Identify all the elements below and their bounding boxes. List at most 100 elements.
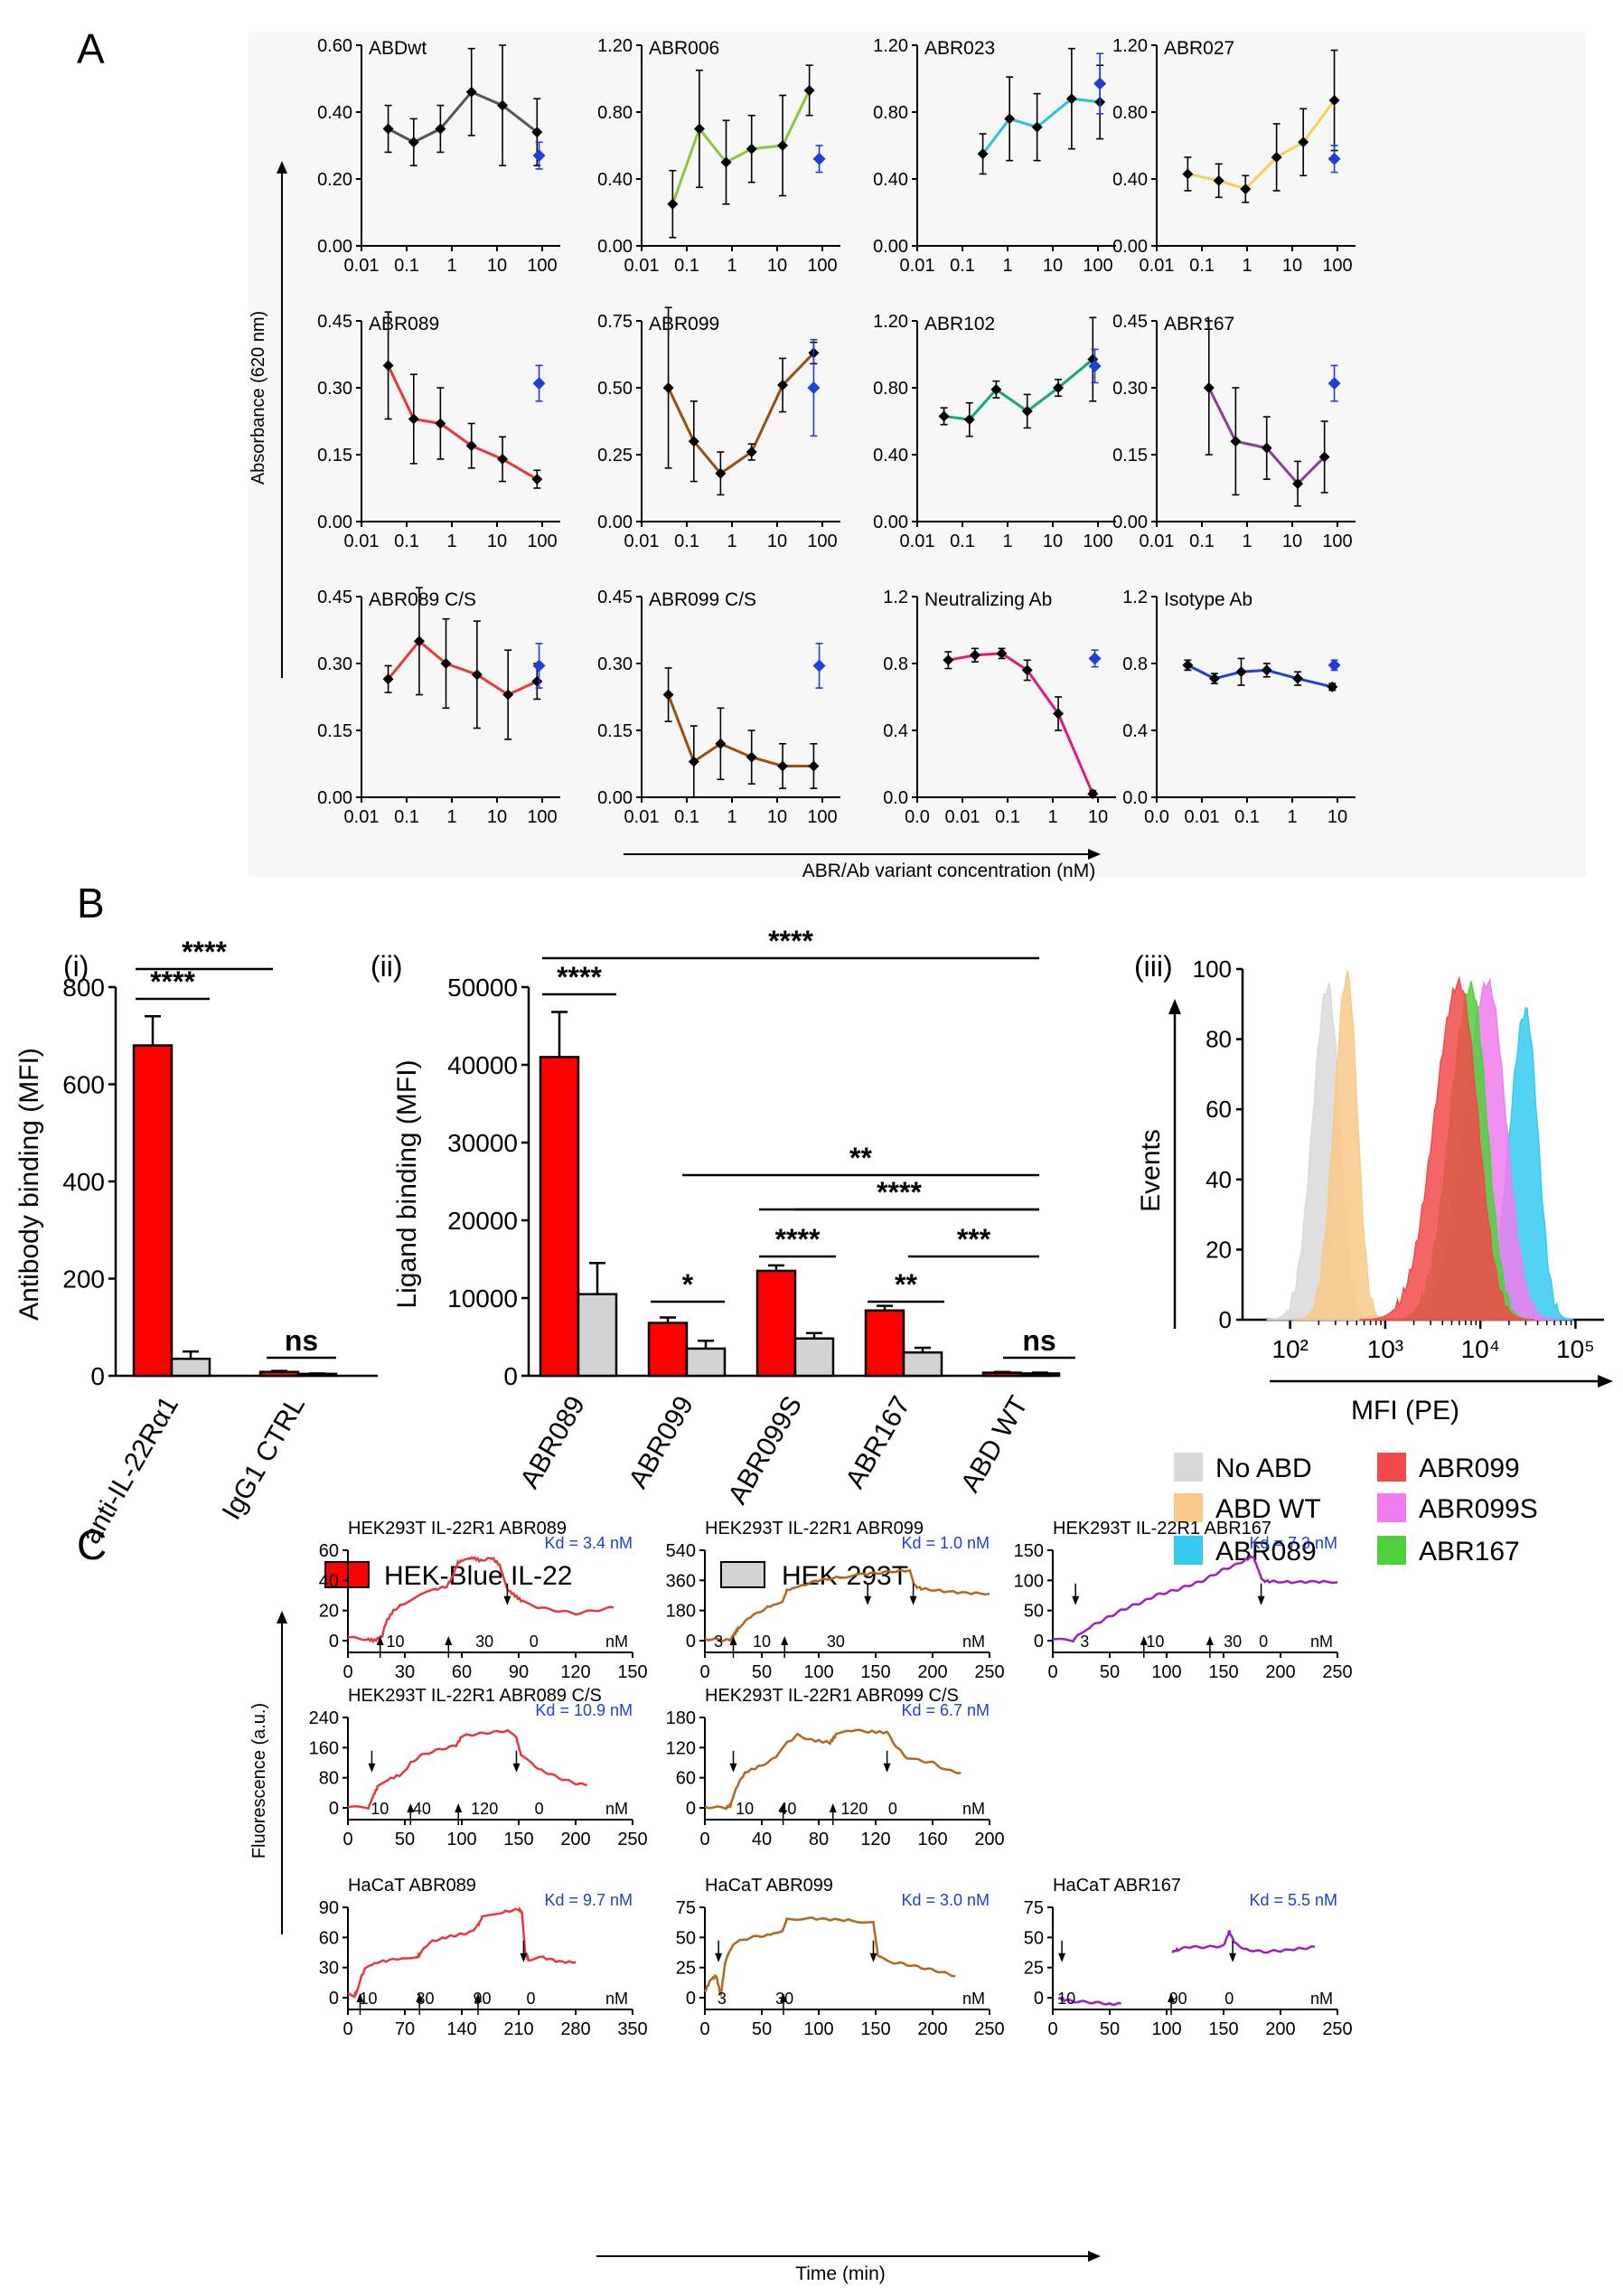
data-point	[808, 760, 820, 772]
category-label: ABR167	[840, 1391, 916, 1493]
arrow-head	[1140, 1636, 1148, 1645]
y-tick-label: 0	[329, 1632, 339, 1651]
concentration-label: 10	[753, 1633, 771, 1651]
x-tick-label: 0.1	[674, 256, 699, 276]
x-tick-label: 350	[617, 2019, 647, 2039]
y-tick-label: 0.8	[1122, 654, 1148, 674]
x-tick-label: 50	[395, 1830, 415, 1849]
legend-label: ABR167	[1419, 1537, 1520, 1567]
x-tick-label: 250	[617, 1830, 647, 1849]
data-point	[435, 418, 446, 429]
x-tick-label: 0.1	[1189, 532, 1215, 551]
x-tick-label: 10	[767, 807, 787, 827]
bar	[577, 1293, 618, 1378]
x-tick-label: 0.1	[394, 532, 419, 551]
data-point	[715, 467, 727, 479]
bar	[981, 1371, 1023, 1378]
significance-label: *	[682, 1268, 694, 1301]
x-tick-label: 250	[974, 2019, 1004, 2039]
y-tick-label: 600	[62, 1071, 105, 1099]
b-iii-xlabel: MFI (PE)	[1351, 1396, 1459, 1426]
data-point	[408, 413, 419, 425]
x-tick-label: 1	[727, 256, 736, 276]
chart-title: HaCaT ABR089	[348, 1876, 476, 1896]
data-point	[382, 673, 394, 685]
significance-label: ***	[957, 1223, 991, 1256]
trace-line	[704, 1568, 990, 1642]
legend-label: ABR099	[1419, 1454, 1520, 1483]
concentration-label: 0	[530, 1633, 539, 1651]
chart-title: Neutralizing Ab	[924, 589, 1052, 610]
bar	[647, 1322, 689, 1378]
arrow-head	[869, 1953, 877, 1962]
data-point	[1235, 666, 1247, 678]
reference-point	[1327, 658, 1341, 672]
data-point	[693, 123, 705, 135]
legend-label: ABR089	[1215, 1537, 1317, 1567]
x-tick-label: 150	[503, 1830, 533, 1849]
y-tick-label: 0.25	[597, 446, 633, 466]
x-tick-label: 0.1	[995, 807, 1020, 827]
y-tick-label: 0.20	[317, 170, 352, 190]
y-tick-label: 0.45	[597, 588, 633, 607]
x-tick-label: 10	[767, 532, 787, 551]
data-point	[720, 156, 732, 168]
x-tick-label: 100	[527, 532, 557, 551]
x-tick-label: 0.1	[950, 532, 975, 551]
concentration-label: 3	[718, 1990, 727, 2008]
histogram-mfi: 0 20 40 60 80 100 10² 10³ 10⁴ 10⁵	[1193, 955, 1604, 1363]
data-point	[1261, 664, 1272, 676]
y-tick-label: 0.15	[1112, 446, 1148, 466]
data-point	[746, 447, 757, 458]
x-tick-label: 10	[767, 256, 787, 276]
legend-swatch	[1174, 1536, 1203, 1565]
arrow-head	[455, 1803, 463, 1812]
y-tick-label: 0.00	[597, 513, 633, 532]
arrow-head	[376, 1636, 384, 1645]
data-line	[387, 639, 538, 697]
y-tick-label: 0.60	[317, 36, 352, 56]
x-tick-label: 10	[1327, 807, 1347, 827]
y-tick-label: 0.50	[597, 379, 633, 399]
y-tick-label: 50000	[447, 974, 518, 1002]
arrow-head	[779, 1993, 787, 2002]
x-tick-label: 160	[917, 1830, 947, 1849]
y-tick-label: 0.40	[597, 170, 633, 190]
data-point	[1271, 151, 1282, 163]
concentration-label: 30	[775, 1990, 793, 2008]
legend-swatch	[1377, 1453, 1406, 1482]
y-tick-label: 1.20	[873, 312, 908, 332]
category-label: ABR099S	[723, 1391, 808, 1510]
concentration-label: 30	[416, 1990, 434, 2008]
x-tick-label: 0.01	[900, 256, 935, 276]
y-tick-label: 0.00	[873, 237, 908, 257]
x-tick-label: 0.01	[945, 807, 980, 827]
chart-title: ABR089 C/S	[369, 589, 476, 610]
bar-chart-antibody-binding: 0 200 400 600 800 anti-IL-22Rα1 IgG1 CTRL *****…	[62, 936, 378, 1548]
y-tick-label: 240	[309, 1708, 339, 1728]
x-tick-label: 0.01	[344, 256, 380, 276]
panel-a-xlabel: ABR/Ab variant concentration (nM)	[802, 861, 1095, 881]
chart-title: ABR099 C/S	[649, 589, 756, 610]
y-tick-label: 0.80	[597, 103, 633, 123]
y-tick-label: 180	[666, 1708, 696, 1728]
y-tick-label: 0	[1034, 1632, 1044, 1651]
x-tick-label: 10	[487, 256, 507, 276]
panel-a-chart: 0.00 0.40 0.80 1.20 0.01 0.1 1 10 100 ABR102	[873, 312, 1116, 551]
y-tick-label: 0.30	[317, 654, 352, 674]
y-tick-label: 0.4	[1122, 721, 1148, 741]
trace-line	[1052, 1555, 1338, 1643]
concentration-label: 10	[359, 1990, 377, 2008]
panel-a-chart: 0.00 0.40 0.80 1.20 0.01 0.1 1 10 100 ABR006	[597, 36, 840, 276]
legend-swatch	[1377, 1536, 1406, 1565]
y-tick-label: 0.15	[317, 446, 352, 466]
y-tick-label: 0.0	[883, 788, 908, 808]
y-tick-label: 0	[1219, 1306, 1232, 1333]
legend-label: ABR099S	[1419, 1494, 1538, 1524]
data-point	[1292, 673, 1304, 684]
x-tick-label: 40	[752, 1830, 772, 1849]
data-point	[990, 383, 1002, 395]
concentration-label: 40	[778, 1800, 796, 1818]
